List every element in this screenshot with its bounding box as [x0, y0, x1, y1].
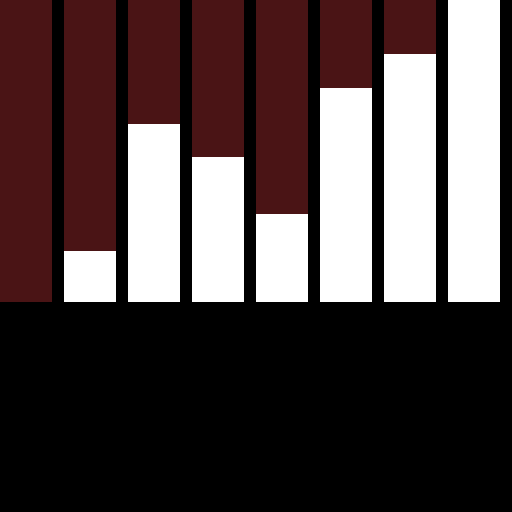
level-fill-5: [256, 214, 308, 302]
level-fill-6: [320, 87, 372, 302]
level-fill-7: [384, 54, 436, 302]
level-fill-3: [128, 123, 180, 302]
level-column-6: [320, 0, 372, 302]
level-bars: [0, 0, 500, 302]
level-column-7: [384, 0, 436, 302]
level-column-2: [64, 0, 116, 302]
level-fill-4: [192, 157, 244, 302]
level-fill-8: [448, 0, 500, 302]
level-column-8: [448, 0, 500, 302]
level-column-4: [192, 0, 244, 302]
level-column-5: [256, 0, 308, 302]
empty-lower-area: [0, 302, 512, 512]
level-column-3: [128, 0, 180, 302]
level-fill-2: [64, 250, 116, 302]
level-column-1: [0, 0, 52, 302]
